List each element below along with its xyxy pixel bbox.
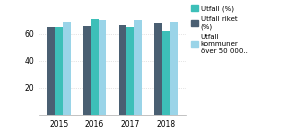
Bar [55,27,63,115]
Bar [170,22,178,115]
Bar [127,27,134,115]
Bar [98,20,106,115]
Bar [47,27,55,115]
Bar [63,22,70,115]
Bar [91,19,98,115]
Bar [162,31,170,115]
Bar [134,20,142,115]
Bar [154,23,162,115]
Bar [83,26,91,115]
Legend: Utfall (%), Utfall riket
(%), Utfall
kommuner
över 50 000..: Utfall (%), Utfall riket (%), Utfall kom… [191,5,248,54]
Bar [118,24,127,115]
